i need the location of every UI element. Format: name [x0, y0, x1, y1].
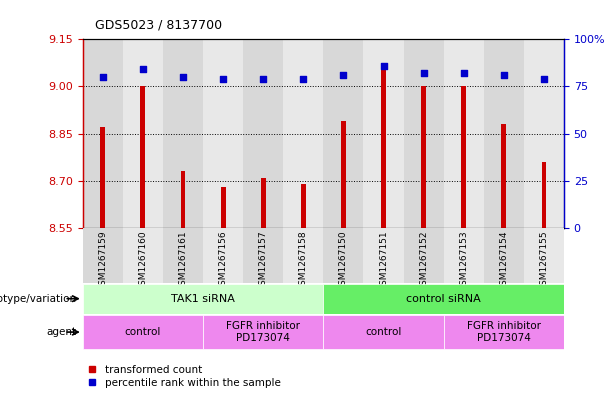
Bar [484, 228, 524, 283]
Bar [83, 315, 203, 349]
Point [379, 62, 389, 69]
Bar [261, 178, 265, 228]
Bar [83, 284, 324, 314]
Bar [524, 228, 564, 283]
Bar [283, 39, 324, 228]
Bar [324, 228, 364, 283]
Bar [203, 315, 324, 349]
Bar [203, 39, 243, 228]
Bar [101, 127, 105, 228]
Text: control: control [124, 327, 161, 337]
Bar [462, 86, 466, 228]
Bar [324, 284, 564, 314]
Bar [421, 86, 426, 228]
Text: GDS5023 / 8137700: GDS5023 / 8137700 [95, 18, 222, 31]
Bar [403, 228, 444, 283]
Bar [83, 228, 123, 283]
Bar [403, 39, 444, 228]
Point [419, 70, 428, 76]
Bar [123, 228, 163, 283]
Bar [283, 228, 324, 283]
Text: genotype/variation: genotype/variation [0, 294, 77, 304]
Bar [444, 315, 564, 349]
Bar [324, 315, 444, 349]
Point [98, 74, 108, 80]
Point [459, 70, 468, 76]
Bar [181, 171, 185, 228]
Text: agent: agent [47, 327, 77, 337]
Point [218, 76, 228, 82]
Bar [140, 86, 145, 228]
Text: GSM1267154: GSM1267154 [500, 231, 508, 291]
Text: GSM1267152: GSM1267152 [419, 231, 428, 291]
Text: GSM1267159: GSM1267159 [98, 231, 107, 291]
Text: GSM1267161: GSM1267161 [178, 231, 188, 291]
Bar [444, 228, 484, 283]
Bar [444, 39, 484, 228]
Text: GSM1267153: GSM1267153 [459, 231, 468, 291]
Bar [83, 39, 123, 228]
Bar [364, 228, 403, 283]
Legend: transformed count, percentile rank within the sample: transformed count, percentile rank withi… [88, 365, 281, 388]
Text: GSM1267155: GSM1267155 [539, 231, 549, 291]
Bar [123, 39, 163, 228]
Bar [341, 121, 346, 228]
Bar [541, 162, 546, 228]
Bar [243, 228, 283, 283]
Bar [484, 39, 524, 228]
Text: GSM1267150: GSM1267150 [339, 231, 348, 291]
Bar [501, 124, 506, 228]
Bar [301, 184, 306, 228]
Text: FGFR inhibitor
PD173074: FGFR inhibitor PD173074 [467, 321, 541, 343]
Text: control: control [365, 327, 402, 337]
Point [539, 76, 549, 82]
Bar [163, 39, 203, 228]
Text: GSM1267160: GSM1267160 [139, 231, 147, 291]
Text: control siRNA: control siRNA [406, 294, 481, 304]
Text: GSM1267151: GSM1267151 [379, 231, 388, 291]
Point [299, 76, 308, 82]
Bar [163, 228, 203, 283]
Text: GSM1267156: GSM1267156 [219, 231, 227, 291]
Text: FGFR inhibitor
PD173074: FGFR inhibitor PD173074 [226, 321, 300, 343]
Text: GSM1267157: GSM1267157 [259, 231, 268, 291]
Bar [524, 39, 564, 228]
Point [499, 72, 509, 78]
Text: GSM1267158: GSM1267158 [299, 231, 308, 291]
Bar [324, 39, 364, 228]
Point [258, 76, 268, 82]
Bar [381, 64, 386, 228]
Bar [203, 228, 243, 283]
Point [138, 66, 148, 73]
Bar [364, 39, 403, 228]
Bar [221, 187, 226, 228]
Text: TAK1 siRNA: TAK1 siRNA [171, 294, 235, 304]
Bar [243, 39, 283, 228]
Point [178, 74, 188, 80]
Point [338, 72, 348, 78]
